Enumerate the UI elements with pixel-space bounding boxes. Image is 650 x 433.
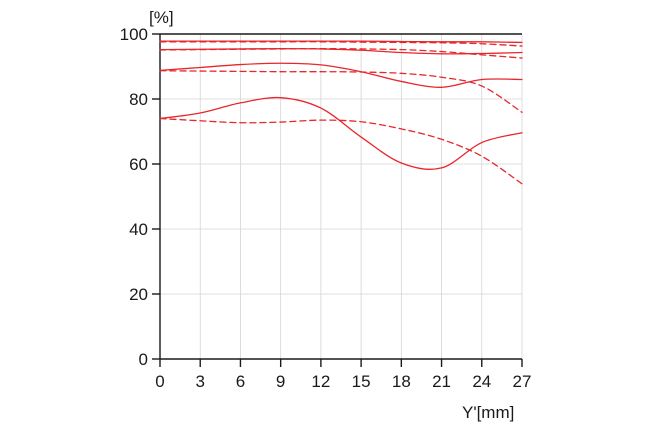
x-tick-label: 3 [195,372,204,391]
y-tick-label: 20 [129,285,148,304]
x-axis-unit-label: Y'[mm] [462,403,514,422]
tick-marks [152,33,523,367]
series-line-6-dashed [159,70,523,113]
x-tick-label: 15 [352,372,371,391]
x-tick-label: 9 [276,372,285,391]
series-line-7-solid [159,96,523,170]
series-line-2-dashed [159,41,523,47]
series-lines [159,40,523,185]
x-tick-label: 21 [432,372,451,391]
y-tick-label: 80 [129,90,148,109]
y-tick-label: 100 [120,25,148,44]
axes [159,33,522,360]
x-tick-label: 0 [155,372,164,391]
grid-lines [160,34,523,359]
x-tick-label: 24 [472,372,491,391]
series-line-8-dashed [159,117,523,185]
x-tick-label: 6 [236,372,245,391]
y-tick-label: 0 [139,350,148,369]
y-axis-unit-label: [%] [149,8,174,27]
series-line-4-dashed [159,47,523,59]
tick-labels: 0 3 6 9 12 15 18 21 24 27 0 20 40 60 80 100 [120,25,532,391]
y-tick-label: 40 [129,220,148,239]
x-tick-label: 12 [311,372,330,391]
x-tick-label: 27 [513,372,532,391]
y-tick-label: 60 [129,155,148,174]
x-tick-label: 18 [392,372,411,391]
series-line-5-solid [159,62,523,88]
